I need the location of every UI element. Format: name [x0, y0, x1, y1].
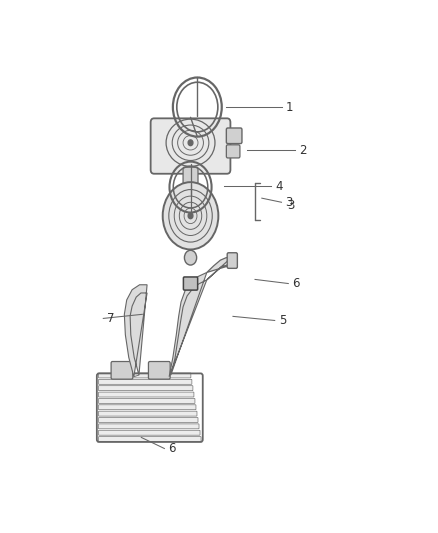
FancyBboxPatch shape — [184, 277, 198, 290]
FancyBboxPatch shape — [99, 373, 191, 378]
FancyBboxPatch shape — [99, 437, 201, 441]
Polygon shape — [124, 285, 147, 377]
Polygon shape — [169, 272, 207, 377]
Text: 5: 5 — [279, 314, 286, 327]
FancyBboxPatch shape — [226, 128, 242, 143]
FancyBboxPatch shape — [99, 430, 200, 435]
Text: 7: 7 — [107, 312, 115, 325]
Text: 6: 6 — [293, 277, 300, 290]
FancyBboxPatch shape — [227, 253, 237, 268]
Circle shape — [184, 251, 197, 265]
FancyBboxPatch shape — [99, 392, 194, 397]
FancyBboxPatch shape — [151, 118, 230, 174]
Text: 3: 3 — [287, 199, 295, 212]
FancyBboxPatch shape — [99, 417, 198, 423]
FancyBboxPatch shape — [183, 167, 198, 183]
Text: 6: 6 — [169, 442, 176, 455]
FancyBboxPatch shape — [99, 399, 195, 403]
Circle shape — [188, 140, 193, 146]
FancyBboxPatch shape — [111, 361, 133, 379]
Text: 3: 3 — [286, 196, 293, 209]
FancyBboxPatch shape — [148, 361, 170, 379]
FancyBboxPatch shape — [99, 405, 196, 410]
Text: 2: 2 — [299, 144, 307, 157]
FancyBboxPatch shape — [99, 411, 197, 416]
Text: 1: 1 — [286, 101, 293, 114]
Text: 4: 4 — [276, 180, 283, 193]
FancyBboxPatch shape — [226, 145, 240, 158]
FancyBboxPatch shape — [99, 379, 192, 384]
FancyBboxPatch shape — [99, 424, 199, 429]
FancyBboxPatch shape — [99, 386, 193, 391]
Circle shape — [188, 213, 193, 219]
Circle shape — [162, 182, 219, 249]
Polygon shape — [207, 257, 231, 280]
